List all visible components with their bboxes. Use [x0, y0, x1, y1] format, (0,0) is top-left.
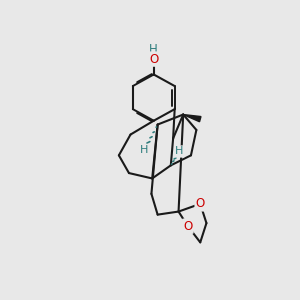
Text: H: H [140, 145, 148, 155]
Text: O: O [149, 52, 158, 66]
Text: O: O [196, 197, 205, 210]
Text: H: H [175, 146, 184, 157]
Text: O: O [183, 220, 193, 233]
Polygon shape [183, 115, 201, 122]
Text: H: H [149, 44, 158, 56]
